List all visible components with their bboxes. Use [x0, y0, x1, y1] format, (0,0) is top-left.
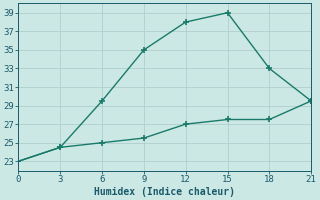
X-axis label: Humidex (Indice chaleur): Humidex (Indice chaleur): [94, 186, 235, 197]
